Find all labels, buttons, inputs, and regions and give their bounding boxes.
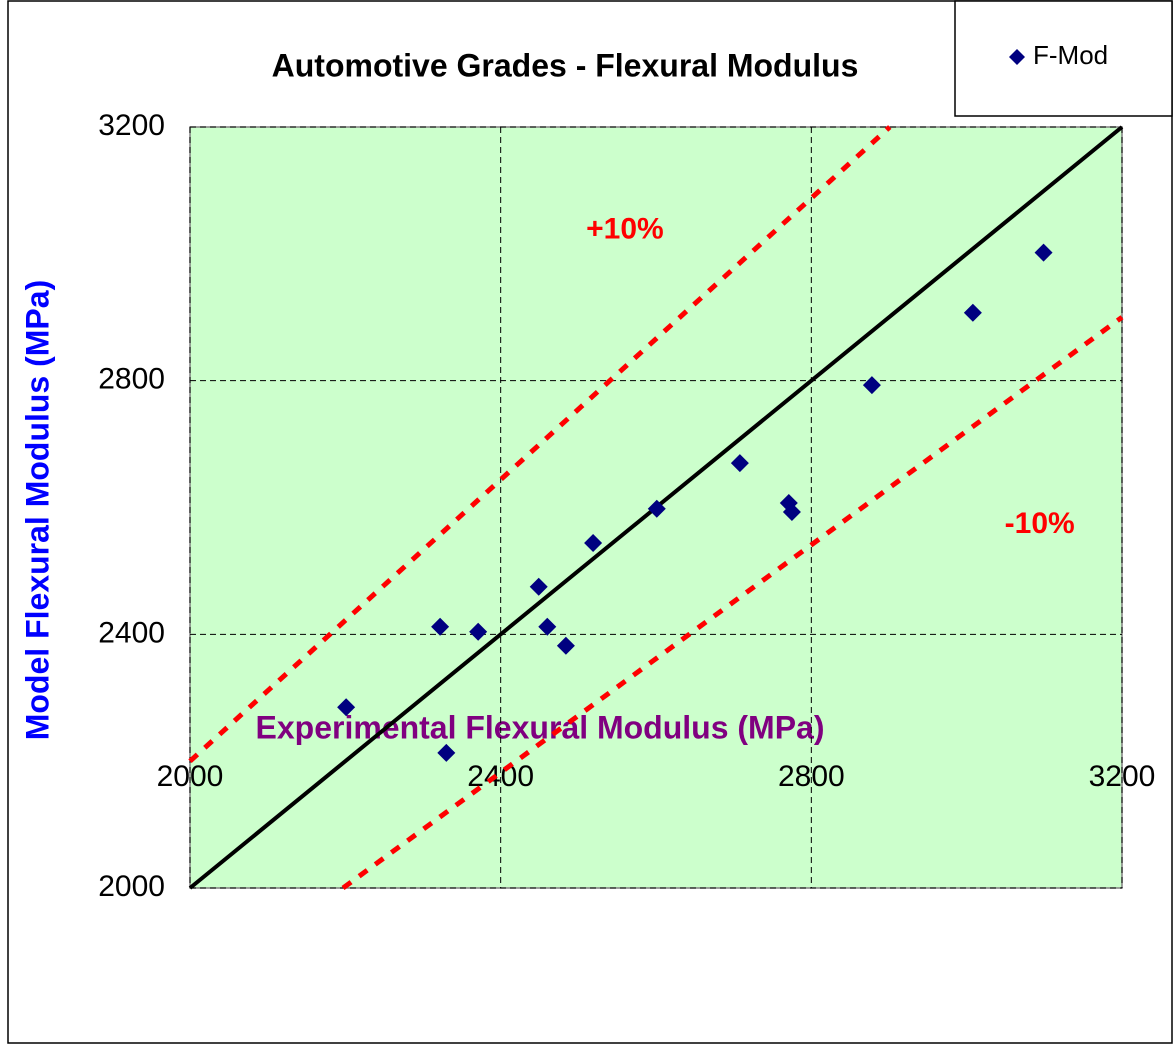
- data-point: [469, 622, 488, 641]
- data-point: [529, 577, 548, 596]
- legend-marker: [1009, 49, 1025, 65]
- y-tick-label: 2800: [98, 363, 165, 396]
- data-point: [584, 534, 603, 553]
- y-tick-label: 2000: [98, 870, 165, 903]
- legend-label: F-Mod: [1033, 40, 1108, 70]
- data-point: [1034, 243, 1053, 262]
- data-point: [782, 502, 801, 521]
- annotation: -10%: [1005, 507, 1075, 540]
- data-point: [556, 636, 575, 655]
- y-axis-label: Model Flexural Modulus (MPa): [19, 280, 55, 740]
- annotation: +10%: [586, 212, 664, 245]
- data-point: [647, 499, 666, 518]
- data-point: [862, 376, 881, 395]
- data-point: [431, 617, 450, 636]
- data-point: [337, 698, 356, 717]
- legend: [954, 0, 1173, 117]
- data-point: [963, 303, 982, 322]
- x-axis-label: Experimental Flexural Modulus (MPa): [256, 709, 825, 745]
- data-point: [437, 743, 456, 762]
- data-point: [538, 617, 557, 636]
- reference-line: [188, 125, 892, 764]
- data-point: [730, 454, 749, 473]
- data-point: [779, 494, 798, 513]
- y-tick-label: 2400: [98, 616, 165, 649]
- reference-line: [341, 315, 1124, 891]
- y-tick-label: 3200: [98, 109, 165, 142]
- chart-title: Automotive Grades - Flexural Modulus: [272, 47, 859, 83]
